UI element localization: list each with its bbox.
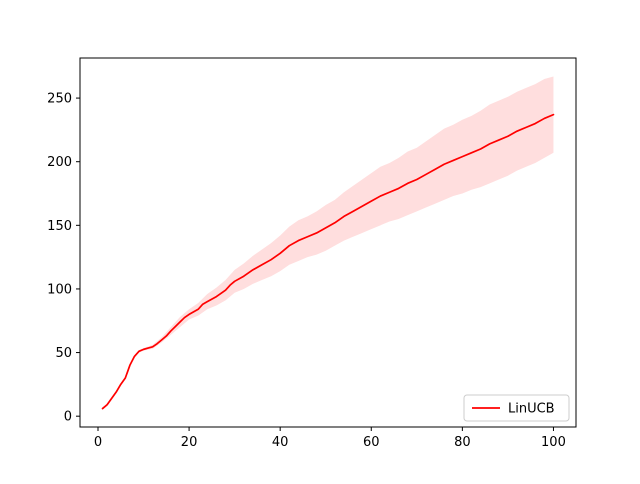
x-tick-label: 60 bbox=[363, 435, 380, 450]
confidence-band-layer bbox=[102, 76, 554, 410]
series-0-line bbox=[101, 113, 555, 410]
series-line-layer bbox=[101, 113, 555, 410]
y-tick-label: 0 bbox=[64, 410, 72, 425]
y-tick-label: 150 bbox=[47, 219, 72, 234]
y-tick-label: 100 bbox=[47, 282, 72, 297]
y-tick-label: 200 bbox=[47, 155, 72, 170]
x-tick-label: 20 bbox=[181, 435, 198, 450]
axes-layer: 0 20 40 60 80 100 0 50 100 150 200 250 bbox=[47, 57, 577, 450]
x-tick-label: 0 bbox=[94, 435, 102, 450]
series-0-confidence-band bbox=[102, 76, 554, 410]
x-tick-label: 100 bbox=[541, 435, 566, 450]
legend: LinUCB bbox=[463, 394, 570, 422]
x-tick-label: 40 bbox=[272, 435, 289, 450]
legend-box bbox=[463, 394, 570, 422]
y-tick-label: 250 bbox=[47, 92, 72, 107]
plot-frame bbox=[79, 57, 577, 428]
x-tick-label: 80 bbox=[454, 435, 471, 450]
legend-label-0: LinUCB bbox=[508, 402, 555, 417]
y-tick-label: 50 bbox=[55, 346, 72, 361]
